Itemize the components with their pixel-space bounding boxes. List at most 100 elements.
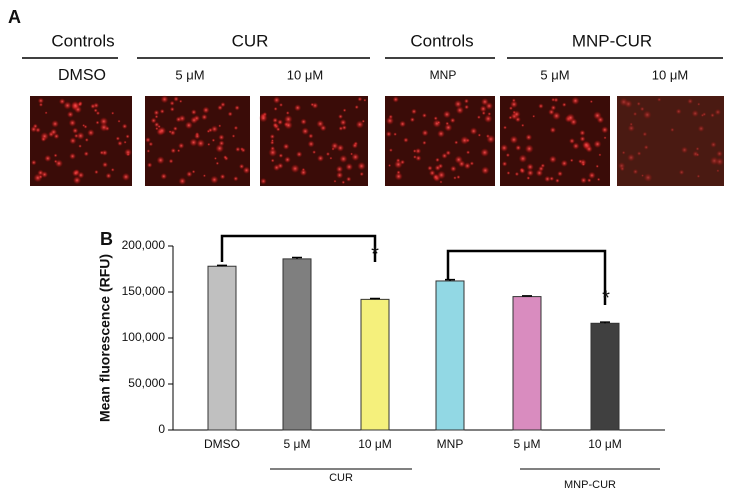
cell bbox=[702, 112, 707, 117]
condition-label: MNP bbox=[430, 68, 457, 82]
cell bbox=[450, 165, 457, 173]
cell bbox=[519, 167, 526, 174]
cell bbox=[639, 106, 645, 112]
micrograph bbox=[617, 96, 724, 186]
cell bbox=[233, 125, 239, 131]
condition-label: 5 μM bbox=[175, 67, 204, 82]
cell bbox=[503, 125, 507, 130]
cell bbox=[357, 161, 366, 171]
cell bbox=[579, 135, 586, 142]
cell bbox=[69, 152, 77, 160]
cell bbox=[58, 98, 66, 105]
cell bbox=[691, 109, 699, 118]
cell bbox=[521, 123, 525, 128]
cell bbox=[218, 124, 222, 128]
cell bbox=[385, 116, 394, 125]
cell bbox=[260, 177, 267, 185]
cell bbox=[549, 126, 557, 134]
panel-label: A bbox=[8, 7, 21, 27]
cell bbox=[544, 175, 551, 183]
cell bbox=[512, 110, 521, 119]
cell bbox=[588, 171, 596, 180]
cell bbox=[259, 113, 268, 123]
y-axis-title: Mean fluorescence (RFU) bbox=[97, 254, 113, 422]
cell bbox=[95, 111, 101, 116]
group-label: Controls bbox=[51, 31, 114, 50]
cell bbox=[427, 165, 433, 171]
cell bbox=[433, 116, 438, 121]
significance-mark: * bbox=[602, 287, 610, 309]
cell bbox=[173, 96, 179, 102]
cell bbox=[191, 169, 196, 174]
cell bbox=[403, 137, 409, 143]
cell bbox=[697, 125, 705, 133]
cell bbox=[210, 125, 219, 133]
cell bbox=[466, 150, 471, 155]
cell bbox=[579, 129, 586, 137]
cell bbox=[294, 104, 302, 112]
cell bbox=[342, 108, 347, 113]
cell bbox=[346, 176, 352, 182]
cell bbox=[87, 128, 95, 137]
cell bbox=[526, 163, 534, 171]
cell bbox=[233, 175, 239, 182]
cell bbox=[479, 105, 487, 113]
bar bbox=[435, 280, 465, 431]
cell bbox=[555, 178, 560, 184]
cell bbox=[464, 104, 470, 110]
cell bbox=[526, 176, 531, 181]
comparison-bracket bbox=[446, 249, 607, 305]
cell bbox=[596, 177, 601, 182]
cell bbox=[476, 115, 481, 120]
cell bbox=[273, 106, 278, 111]
cell bbox=[415, 155, 422, 162]
bar bbox=[590, 322, 620, 431]
cell bbox=[38, 102, 44, 107]
group-label: MNP-CUR bbox=[564, 479, 616, 491]
cell bbox=[213, 156, 218, 160]
cell bbox=[715, 157, 724, 166]
cell bbox=[442, 110, 451, 119]
cell bbox=[235, 146, 241, 153]
cell bbox=[411, 108, 417, 115]
cell bbox=[335, 165, 344, 173]
bar bbox=[360, 298, 390, 431]
cell bbox=[117, 140, 123, 147]
cell bbox=[538, 165, 545, 172]
cell bbox=[687, 98, 694, 105]
cell bbox=[526, 169, 534, 177]
panel-a: A Controls CUR Controls MNP-CUR DMSO 5 μ… bbox=[8, 7, 724, 186]
cell bbox=[94, 169, 99, 175]
cell bbox=[72, 176, 82, 185]
cell bbox=[657, 97, 662, 102]
cell bbox=[469, 127, 478, 135]
cell bbox=[272, 117, 279, 124]
panel-b: B Mean fluorescence (RFU) 0 50,000 100,000… bbox=[97, 229, 665, 491]
cell bbox=[627, 153, 636, 162]
cell bbox=[569, 158, 574, 163]
cell bbox=[307, 140, 315, 148]
comparison-bracket bbox=[220, 234, 377, 262]
cell bbox=[178, 142, 185, 149]
cell bbox=[422, 140, 427, 145]
cell bbox=[710, 141, 717, 148]
cell bbox=[486, 134, 496, 144]
cell bbox=[63, 101, 72, 110]
cell bbox=[581, 140, 591, 150]
cell bbox=[102, 161, 109, 168]
bar bbox=[282, 258, 312, 431]
cell bbox=[308, 133, 314, 139]
cell bbox=[641, 174, 645, 178]
cell bbox=[642, 110, 652, 120]
cell bbox=[336, 171, 344, 179]
cell bbox=[70, 100, 80, 110]
cell bbox=[145, 137, 151, 143]
cell bbox=[111, 111, 115, 115]
cell bbox=[551, 97, 556, 102]
cell bbox=[393, 132, 397, 137]
condition-label: 10 μM bbox=[287, 67, 323, 82]
cell bbox=[301, 127, 310, 136]
cell bbox=[282, 143, 290, 150]
cell bbox=[549, 176, 555, 182]
